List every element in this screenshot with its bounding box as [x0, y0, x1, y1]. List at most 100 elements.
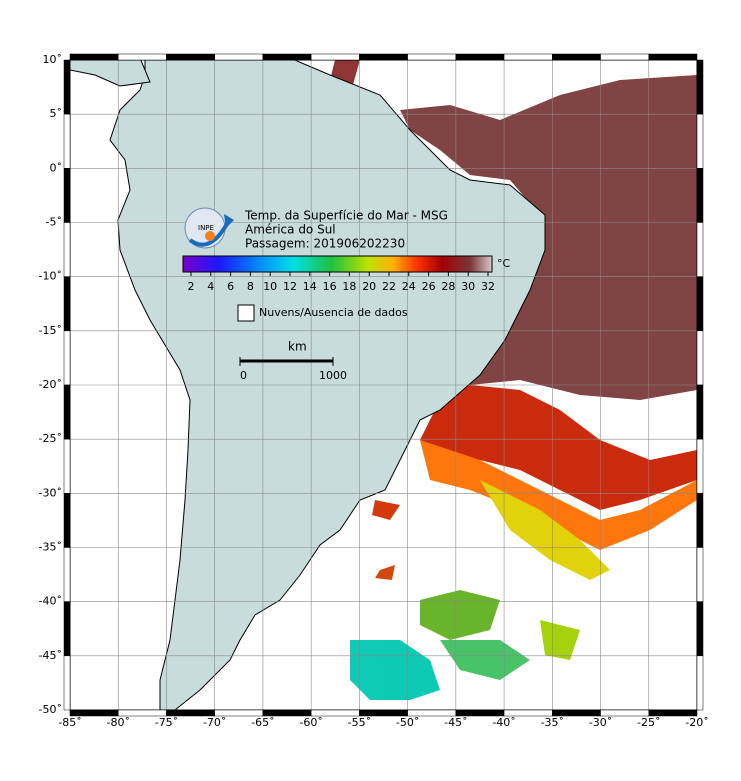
x-tick-label: -45˚ — [444, 716, 467, 729]
colorbar-tick-label: 12 — [283, 280, 297, 293]
colorbar-tick-label: 20 — [362, 280, 376, 293]
y-tick-label: -45˚ — [39, 649, 62, 662]
x-tick-label: -35˚ — [541, 716, 564, 729]
x-tick-label: -20˚ — [685, 716, 708, 729]
subtitle: América do Sul — [245, 223, 336, 237]
border-segment — [63, 547, 71, 602]
border-segment — [696, 222, 704, 277]
border-segment — [63, 601, 71, 657]
border-segment — [166, 53, 215, 61]
colorbar-tick-label: 22 — [382, 280, 396, 293]
border-segment — [69, 53, 119, 61]
x-tick-label: -80˚ — [106, 716, 129, 729]
x-tick-label: -75˚ — [155, 716, 178, 729]
pass-time: Passagem: 201906202230 — [245, 237, 405, 251]
y-tick-label: 10˚ — [43, 53, 63, 66]
y-tick-label: 0˚ — [50, 161, 63, 174]
border-segment — [63, 438, 71, 494]
border-segment — [63, 384, 71, 440]
sst-patches — [330, 60, 697, 700]
border-segment — [63, 655, 71, 711]
y-tick-label: -35˚ — [39, 541, 62, 554]
x-tick-label: -25˚ — [637, 716, 660, 729]
colorbar-tick-label: 30 — [461, 280, 475, 293]
colorbar-tick-label: 10 — [263, 280, 277, 293]
x-tick-label: -40˚ — [492, 716, 515, 729]
border-segment — [63, 168, 71, 223]
border-segment — [262, 53, 312, 61]
colorbar-tick-label: 6 — [227, 280, 234, 293]
x-tick-label: -65˚ — [251, 716, 274, 729]
map-area — [70, 60, 697, 710]
border-segment — [600, 53, 650, 61]
border-segment — [63, 276, 71, 332]
colorbar-tick-label: 24 — [402, 280, 416, 293]
border-segment — [696, 601, 704, 657]
colorbar-tick-label: 26 — [422, 280, 436, 293]
border-segment — [63, 493, 71, 548]
colorbar-tick-label: 28 — [441, 280, 455, 293]
border-segment — [455, 53, 505, 61]
y-tick-label: -30˚ — [39, 486, 62, 499]
logo: INPE — [184, 207, 234, 249]
border-segment — [648, 709, 698, 717]
colorbar-tick-label: 18 — [342, 280, 356, 293]
y-tick-label: -40˚ — [39, 595, 62, 608]
border-segment — [503, 53, 553, 61]
colorbar-tick-label: 14 — [303, 280, 317, 293]
border-segment — [63, 59, 71, 115]
border-segment — [63, 330, 71, 386]
border-segment — [117, 53, 167, 61]
y-tick-label: 5˚ — [50, 107, 63, 120]
legend-swatch — [237, 304, 255, 322]
border-segment — [696, 168, 704, 223]
colorbar-ticks: 2 4 6 8 10 12 14 16 18 20 22 24 26 28 30 32 — [188, 272, 495, 293]
legend-text: Nuvens/Ausencia de dados — [259, 306, 408, 319]
border-segment — [63, 222, 71, 277]
colorbar-tick-label: 8 — [247, 280, 254, 293]
border-segment — [696, 655, 704, 711]
colorbar — [182, 255, 493, 273]
scalebar-label: 0 — [240, 369, 247, 382]
x-tick-label: -50˚ — [396, 716, 419, 729]
title: Temp. da Superfície do Mar - MSG — [244, 209, 448, 223]
y-tick-label: -25˚ — [39, 432, 62, 445]
border-segment — [696, 276, 704, 332]
colorbar-tick-label: 4 — [207, 280, 214, 293]
y-tick-label: -15˚ — [39, 324, 62, 337]
scalebar: 0 1000 — [239, 357, 347, 382]
border-segment — [696, 330, 704, 386]
border-segment — [407, 53, 457, 61]
x-tick-label: -55˚ — [348, 716, 371, 729]
scalebar-unit: km — [288, 340, 307, 354]
border-segment — [63, 113, 71, 169]
map-border — [63, 53, 704, 717]
colorbar-unit: °C — [497, 257, 511, 270]
logo-text: INPE — [198, 224, 214, 232]
y-tick-label: -5˚ — [46, 216, 62, 229]
border-segment — [696, 113, 704, 169]
border-segment — [696, 493, 704, 548]
graticule — [70, 60, 697, 710]
border-segment — [310, 53, 360, 61]
x-tick-label: -70˚ — [203, 716, 226, 729]
x-tick-label: -85˚ — [58, 716, 81, 729]
colorbar-tick-label: 16 — [323, 280, 337, 293]
y-tick-label: -50˚ — [39, 703, 62, 716]
border-segment — [214, 53, 264, 61]
border-segment — [696, 384, 704, 440]
border-segment — [648, 53, 698, 61]
border-segment — [552, 53, 601, 61]
x-tick-label: -60˚ — [299, 716, 322, 729]
border-segment — [696, 547, 704, 602]
x-tick-label: -30˚ — [589, 716, 612, 729]
border-segment — [359, 53, 408, 61]
y-tick-label: -10˚ — [39, 270, 62, 283]
y-tick-label: -20˚ — [39, 378, 62, 391]
border-segment — [696, 438, 704, 494]
central-america — [70, 60, 151, 87]
colorbar-tick-label: 2 — [188, 280, 195, 293]
border-segment — [696, 59, 704, 115]
scalebar-label: 1000 — [319, 369, 347, 382]
